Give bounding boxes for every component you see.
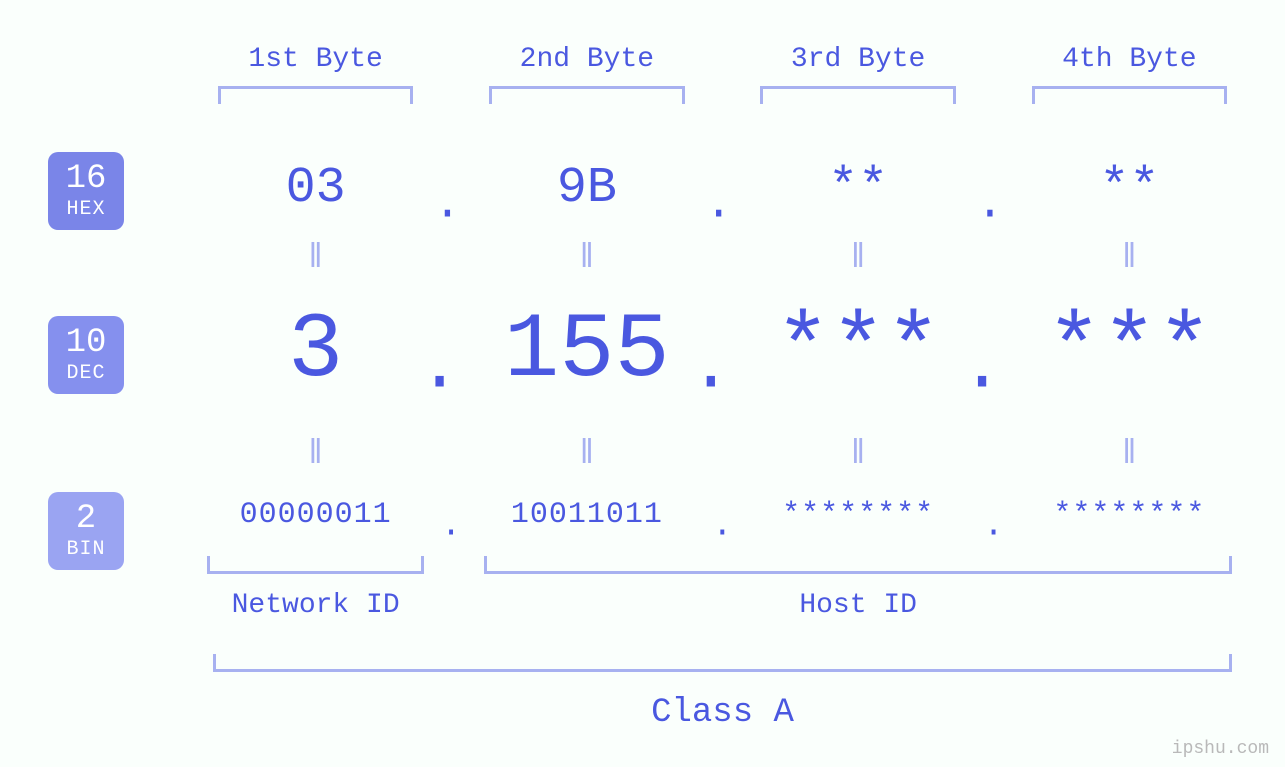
- dec-byte-2: 155: [504, 298, 670, 403]
- bin-byte-1: 00000011: [240, 498, 392, 532]
- bin-row: 00000011. 10011011. ********. ********: [180, 498, 1265, 532]
- class-a-label: Class A: [180, 694, 1265, 732]
- dec-byte-4: ***: [1047, 298, 1213, 403]
- bracket-top-4: [1032, 86, 1227, 104]
- hex-byte-1: 03: [286, 160, 346, 217]
- dec-row: 3. 155. ***. ***: [180, 298, 1265, 403]
- watermark: ipshu.com: [1172, 739, 1269, 759]
- byte-header-3: 3rd Byte: [723, 44, 994, 75]
- class-a-bracket: [180, 654, 1265, 672]
- class-a-bracket-line: [213, 654, 1233, 672]
- equals-icon: ǁ: [180, 436, 451, 474]
- equals-icon: ǁ: [451, 436, 722, 474]
- bracket-top-3: [760, 86, 955, 104]
- id-brackets: [180, 556, 1265, 574]
- network-id-bracket: [207, 556, 424, 574]
- hex-byte-4: **: [1099, 160, 1159, 217]
- host-id-bracket: [484, 556, 1233, 574]
- bin-byte-2: 10011011: [511, 498, 663, 532]
- network-id-label: Network ID: [180, 590, 451, 621]
- badge-dec-num: 10: [66, 326, 107, 360]
- equals-icon: ǁ: [723, 436, 994, 474]
- id-labels: Network ID Host ID: [180, 590, 1265, 621]
- dec-byte-3: ***: [775, 298, 941, 403]
- hex-byte-2: 9B: [557, 160, 617, 217]
- bin-byte-3: ********: [782, 498, 934, 532]
- equals-icon: ǁ: [994, 240, 1265, 278]
- ip-diagram: 16 HEX 10 DEC 2 BIN 1st Byte 2nd Byte 3r…: [0, 0, 1285, 767]
- badge-hex-num: 16: [66, 162, 107, 196]
- data-grid: 1st Byte 2nd Byte 3rd Byte 4th Byte 03. …: [180, 0, 1265, 767]
- equals-icon: ǁ: [723, 240, 994, 278]
- byte-header-1: 1st Byte: [180, 44, 451, 75]
- badge-hex: 16 HEX: [48, 152, 124, 230]
- equals-row-1: ǁ ǁ ǁ ǁ: [180, 240, 1265, 278]
- equals-row-2: ǁ ǁ ǁ ǁ: [180, 436, 1265, 474]
- equals-icon: ǁ: [180, 240, 451, 278]
- badge-hex-label: HEX: [66, 198, 105, 221]
- badge-dec: 10 DEC: [48, 316, 124, 394]
- badge-bin: 2 BIN: [48, 492, 124, 570]
- badge-bin-num: 2: [76, 502, 96, 536]
- bin-byte-4: ********: [1053, 498, 1205, 532]
- badge-bin-label: BIN: [66, 538, 105, 561]
- byte-header-4: 4th Byte: [994, 44, 1265, 75]
- bracket-top-2: [489, 86, 684, 104]
- top-brackets: [180, 86, 1265, 104]
- dec-byte-1: 3: [288, 298, 343, 403]
- hex-byte-3: **: [828, 160, 888, 217]
- byte-header-2: 2nd Byte: [451, 44, 722, 75]
- equals-icon: ǁ: [451, 240, 722, 278]
- equals-icon: ǁ: [994, 436, 1265, 474]
- host-id-label: Host ID: [451, 590, 1265, 621]
- hex-row: 03. 9B. **. **: [180, 160, 1265, 217]
- byte-headers: 1st Byte 2nd Byte 3rd Byte 4th Byte: [180, 44, 1265, 75]
- bracket-top-1: [218, 86, 413, 104]
- badge-dec-label: DEC: [66, 362, 105, 385]
